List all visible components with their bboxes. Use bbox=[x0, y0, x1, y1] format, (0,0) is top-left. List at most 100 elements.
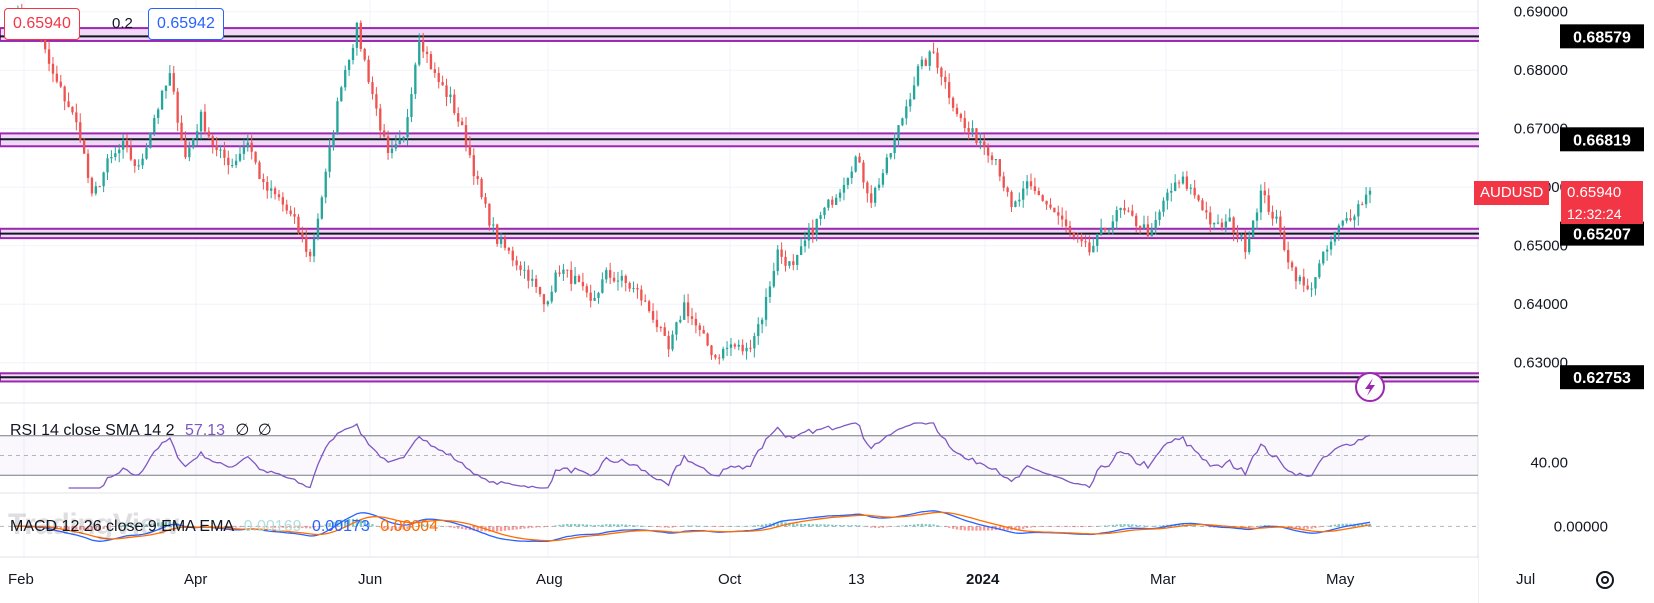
candle bbox=[402, 136, 405, 143]
candle bbox=[63, 85, 66, 111]
candle bbox=[1368, 187, 1372, 204]
macd-histogram-bar bbox=[137, 524, 140, 527]
macd-histogram-bar bbox=[1205, 526, 1208, 527]
macd-histogram-bar bbox=[1076, 526, 1079, 528]
macd-histogram-bar bbox=[102, 526, 105, 530]
candle bbox=[312, 233, 316, 263]
macd-histogram-bar bbox=[344, 519, 347, 527]
macd-histogram-bar bbox=[601, 524, 604, 527]
candle bbox=[1025, 175, 1029, 196]
macd-histogram-bar bbox=[145, 524, 148, 527]
gear-icon[interactable] bbox=[1596, 571, 1614, 589]
macd-histogram-bar bbox=[975, 526, 978, 531]
macd-histogram-bar bbox=[1138, 525, 1142, 527]
candle bbox=[386, 130, 390, 160]
candle bbox=[172, 65, 175, 95]
candle bbox=[231, 158, 234, 168]
macd-histogram-bar bbox=[667, 526, 670, 528]
candle bbox=[905, 99, 908, 125]
support-resistance-zones[interactable] bbox=[0, 27, 1560, 383]
lightning-icon[interactable] bbox=[1355, 372, 1385, 402]
macd-histogram-bar bbox=[605, 524, 608, 527]
candle bbox=[683, 294, 686, 320]
candle bbox=[951, 96, 955, 112]
macd-histogram-bar bbox=[125, 524, 129, 527]
candle bbox=[484, 192, 487, 208]
candle bbox=[1279, 210, 1282, 239]
candle bbox=[421, 32, 425, 59]
candle bbox=[1072, 231, 1076, 241]
candle bbox=[390, 140, 394, 159]
zone-price-badge bbox=[1560, 127, 1644, 152]
candle bbox=[383, 124, 386, 138]
candle bbox=[1244, 230, 1247, 260]
candle bbox=[1181, 171, 1185, 185]
zone-price-label: 0.66819 bbox=[1573, 132, 1631, 149]
candle bbox=[379, 103, 382, 139]
bid-price-chip[interactable]: 0.65940 bbox=[4, 8, 80, 40]
macd-histogram-bar bbox=[1154, 525, 1157, 527]
macd-histogram-bar bbox=[258, 526, 261, 527]
macd-histogram-bar bbox=[1103, 525, 1107, 527]
macd-histogram-bar bbox=[332, 521, 335, 527]
candle bbox=[916, 63, 920, 87]
macd-histogram-bar bbox=[511, 526, 514, 530]
candle bbox=[347, 59, 351, 76]
macd-histogram-bar bbox=[850, 525, 853, 527]
candle bbox=[1236, 225, 1239, 243]
candle bbox=[258, 160, 261, 180]
macd-histogram-bar bbox=[636, 525, 639, 527]
candle bbox=[1076, 232, 1079, 243]
candle bbox=[1057, 205, 1060, 225]
macd-tick-label: 0.00000 bbox=[1554, 518, 1608, 535]
macd-histogram-bar bbox=[881, 526, 885, 528]
time-axis[interactable]: Feb Apr Jun Aug Oct 13 2024 Mar May Jul bbox=[0, 558, 1535, 603]
candle bbox=[457, 107, 460, 127]
macd-histogram-bar bbox=[499, 526, 503, 532]
macd-histogram-bar bbox=[418, 524, 421, 527]
macd-histogram-bar bbox=[1357, 523, 1360, 527]
macd-histogram-bar bbox=[998, 526, 1001, 531]
macd-histogram-bar bbox=[823, 524, 826, 527]
macd-histogram-bar bbox=[250, 526, 253, 527]
candle bbox=[316, 213, 320, 241]
candle bbox=[597, 291, 600, 304]
macd-histogram-bar bbox=[679, 526, 682, 527]
macd-histogram-bar bbox=[534, 526, 538, 528]
candle bbox=[281, 192, 285, 212]
signal-line-value: 0.00004 bbox=[380, 518, 439, 535]
macd-histogram-bar bbox=[1123, 524, 1126, 527]
macd-histogram-bar bbox=[359, 519, 362, 527]
rsi-legend[interactable]: RSI 14 close SMA 14 2 57.13 ∅ ∅ bbox=[10, 420, 272, 440]
macd-legend[interactable]: MACD 12 26 close 9 EMA EMA 0.00169 0.001… bbox=[10, 518, 438, 536]
macd-histogram-bar bbox=[270, 526, 273, 528]
candle bbox=[838, 188, 842, 202]
macd-histogram-bar bbox=[764, 523, 768, 527]
candle bbox=[710, 344, 713, 360]
macd-histogram-bar bbox=[1061, 526, 1064, 527]
candle bbox=[994, 158, 998, 166]
candle bbox=[628, 281, 631, 292]
time-tick-label: Aug bbox=[536, 571, 563, 588]
macd-histogram-bar bbox=[1248, 526, 1251, 528]
candle bbox=[1033, 177, 1037, 195]
macd-histogram-bar bbox=[1361, 523, 1364, 527]
macd-histogram-bar bbox=[164, 521, 168, 527]
price-axis[interactable]: 0.690000.680000.670000.660000.650000.640… bbox=[1479, 0, 1654, 603]
macd-histogram-bar bbox=[866, 526, 869, 527]
macd-histogram-bar bbox=[1107, 525, 1111, 527]
rsi-pane bbox=[0, 422, 1478, 489]
candle bbox=[624, 274, 627, 292]
candle bbox=[1084, 235, 1087, 248]
zone-price-badge bbox=[1560, 221, 1644, 246]
macd-histogram-bar bbox=[558, 524, 561, 527]
ask-price-chip[interactable]: 0.65942 bbox=[148, 8, 224, 40]
candle bbox=[1099, 218, 1103, 236]
macd-histogram-bar bbox=[885, 526, 888, 528]
macd-histogram-bar bbox=[1209, 526, 1212, 528]
macd-histogram-bar bbox=[1064, 526, 1068, 527]
macd-histogram-bar bbox=[1022, 526, 1025, 529]
macd-histogram-bar bbox=[149, 523, 152, 527]
candle bbox=[351, 44, 355, 65]
